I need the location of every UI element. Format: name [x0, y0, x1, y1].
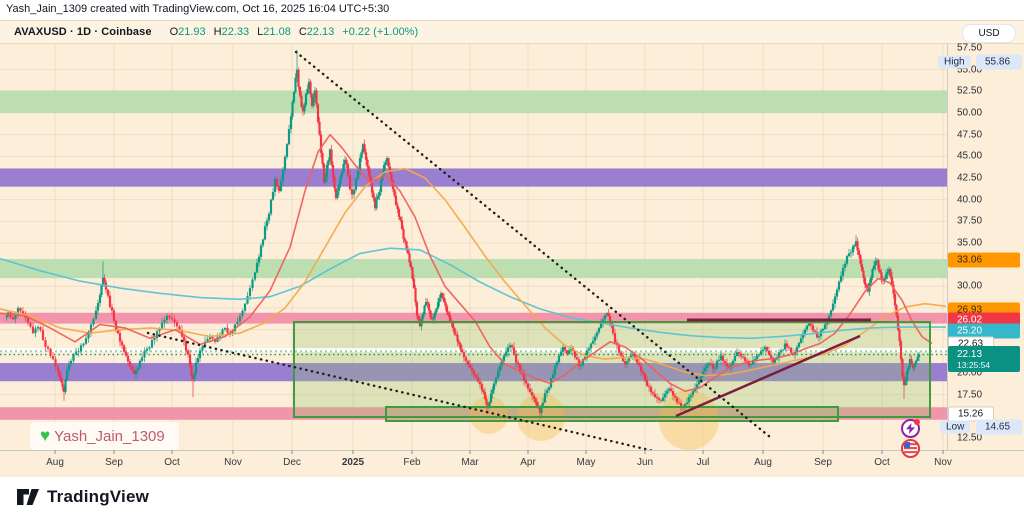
current-price-pill: 22.13 13:25:54 — [948, 346, 1020, 373]
tradingview-logo-icon — [17, 489, 39, 505]
time-axis-label: Nov — [224, 457, 242, 468]
watermark-name: Yash_Jain_1309 — [54, 427, 165, 445]
low-marker-label: Low — [940, 420, 971, 434]
change-value: +0.22 (+1.00%) — [342, 26, 419, 38]
time-axis-label: Apr — [520, 457, 536, 468]
flash-event-icon[interactable] — [901, 419, 920, 438]
ohlc-value: 21.08 — [263, 26, 291, 38]
time-axis-label: Mar — [461, 457, 479, 468]
ohlc-key: O — [169, 26, 179, 38]
price-level-pill: 14.65 — [976, 419, 1022, 435]
price-tick-label: 30.00 — [957, 280, 983, 292]
tradingview-logo[interactable]: TradingView — [16, 487, 149, 507]
price-level-pill: 55.86 — [976, 54, 1022, 70]
heart-icon: ♥ — [40, 426, 51, 445]
price-tick-label: 55.00 — [957, 64, 983, 76]
attribution-text: Yash_Jain_1309 created with TradingView.… — [6, 3, 390, 15]
footer-strip — [0, 477, 1024, 521]
ohlc-key: L — [257, 26, 264, 38]
ohlc-value: 22.13 — [306, 26, 335, 38]
price-tick-label: 20.00 — [957, 367, 983, 379]
current-price-value: 22.13 — [957, 348, 983, 360]
ohlc-values: O21.93 H22.33 L21.08 C22.13 — [162, 26, 335, 38]
time-axis-label: Nov — [934, 457, 952, 468]
flag-event-icon[interactable] — [901, 439, 920, 458]
price-tick-label: 37.50 — [957, 215, 983, 227]
time-axis-label: Jul — [696, 457, 710, 468]
price-tick-label: 47.50 — [957, 129, 983, 141]
price-level-pill: 15.26 — [948, 406, 994, 422]
ohlc-value: 22.33 — [221, 26, 250, 38]
price-level-pill: 33.06 — [948, 252, 1020, 268]
price-tick-label: 45.00 — [957, 150, 983, 162]
price-tick-label: 40.00 — [957, 194, 983, 206]
price-level-pill: 25.20 — [948, 323, 1020, 339]
time-axis-label: 2025 — [341, 457, 365, 468]
currency-toggle-button[interactable]: USD — [962, 24, 1016, 43]
time-axis[interactable]: Aug Sep Oct Nov Dec 2025 Feb Mar Apr May Jun Jul Aug… — [0, 450, 1024, 477]
price-tick-label: 42.50 — [957, 172, 983, 184]
tradingview-brand-text: TradingView — [47, 487, 150, 506]
price-tick-label: 12.50 — [957, 432, 983, 444]
time-axis-label: May — [576, 457, 596, 468]
symbol-title[interactable]: AVAXUSD · 1D · Coinbase — [14, 26, 152, 38]
time-axis-label: Dec — [283, 457, 301, 468]
time-axis-label: Aug — [754, 457, 772, 468]
notification-dot — [914, 419, 920, 425]
ohlc-key: H — [213, 26, 222, 38]
price-tick-label: 50.00 — [957, 107, 983, 119]
time-axis-label: Oct — [874, 457, 890, 468]
price-tick-label: 57.50 — [957, 42, 983, 54]
bar-countdown: 13:25:54 — [957, 359, 991, 370]
high-marker-label: High — [938, 55, 971, 69]
time-axis-label: Oct — [164, 457, 180, 468]
event-icons[interactable] — [901, 419, 921, 459]
time-axis-label: Sep — [105, 457, 123, 468]
price-axis[interactable]: 57.50 55.00 52.50 50.00 47.50 45.00 42.50 40.00… — [947, 42, 1024, 450]
time-axis-label: Sep — [814, 457, 832, 468]
time-axis-label: Feb — [403, 457, 421, 468]
price-tick-label: 52.50 — [957, 85, 983, 97]
author-watermark: ♥ Yash_Jain_1309 — [30, 422, 179, 450]
price-tick-label: 17.50 — [957, 389, 983, 401]
chart-legend[interactable]: AVAXUSD · 1D · Coinbase O21.93 H22.33 L21.… — [0, 20, 1024, 44]
time-axis-label: Jun — [636, 457, 654, 468]
ohlc-key: C — [298, 26, 307, 38]
time-axis-label: Aug — [46, 457, 64, 468]
price-tick-label: 35.00 — [957, 237, 983, 249]
ohlc-value: 21.93 — [178, 26, 206, 38]
